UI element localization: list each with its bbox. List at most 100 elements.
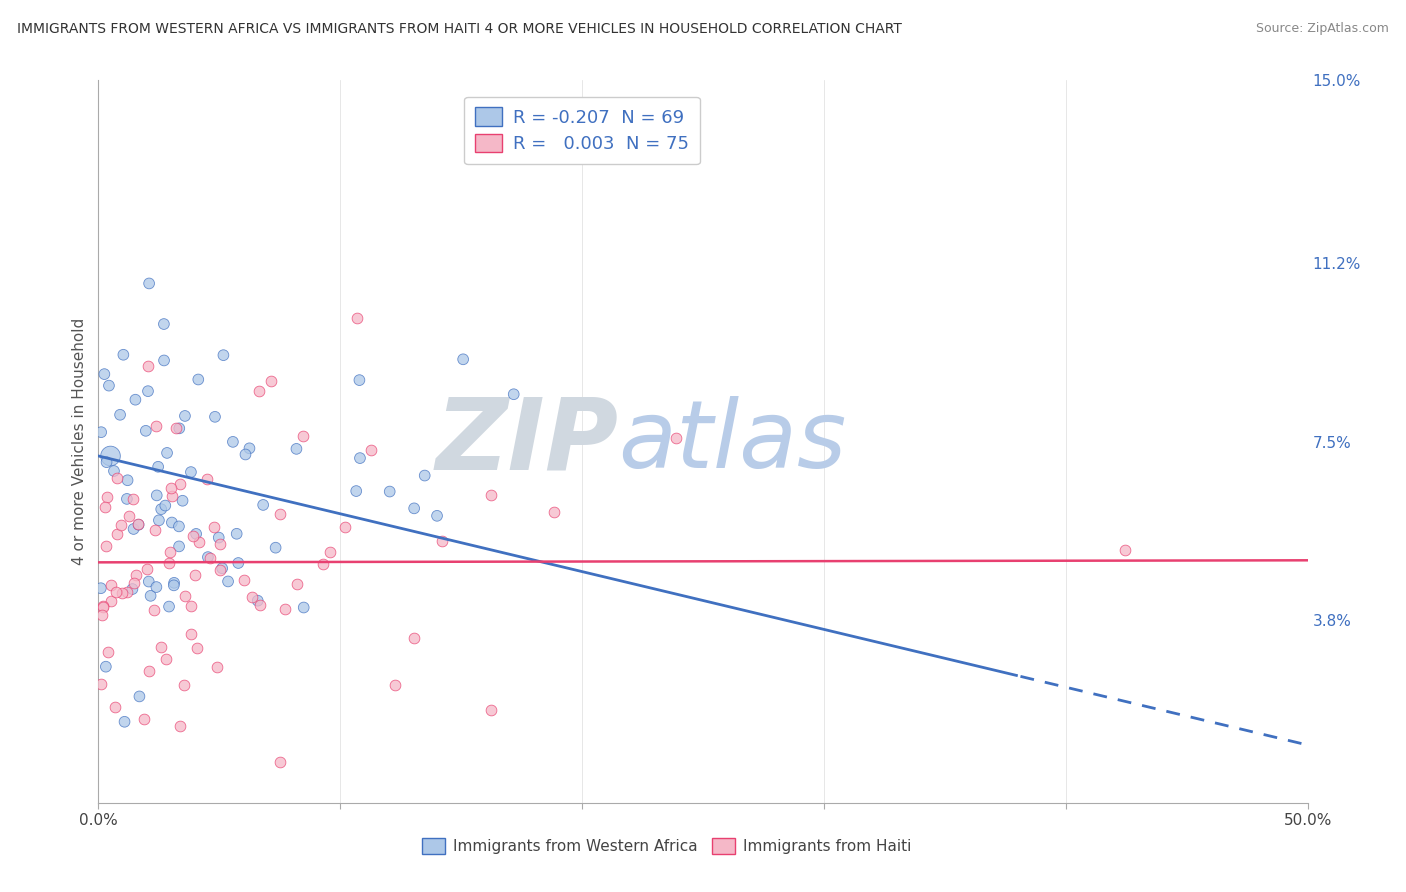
Point [138, 574, 160, 589]
Point [172, 493, 194, 508]
Point [91, 599, 114, 613]
Point [167, 519, 190, 533]
Point [226, 556, 249, 570]
Point [165, 421, 187, 435]
Point [132, 712, 155, 726]
Point [481, 703, 503, 717]
Point [217, 574, 239, 589]
Point [349, 451, 371, 466]
Point [479, 488, 502, 502]
Point [259, 374, 281, 388]
Point [238, 442, 260, 456]
Point [169, 477, 191, 491]
Point [105, 471, 128, 485]
Point [163, 578, 186, 592]
Point [160, 516, 183, 530]
Point [122, 576, 145, 591]
Point [100, 578, 122, 592]
Point [208, 563, 231, 577]
Legend: Immigrants from Western Africa, Immigrants from Haiti: Immigrants from Western Africa, Immigran… [416, 832, 918, 860]
Point [274, 602, 297, 616]
Point [180, 465, 202, 479]
Text: ZIP: ZIP [436, 393, 619, 490]
Point [269, 508, 291, 522]
Point [143, 603, 166, 617]
Point [665, 431, 688, 445]
Text: IMMIGRANTS FROM WESTERN AFRICA VS IMMIGRANTS FROM HAITI 4 OR MORE VEHICLES IN HO: IMMIGRANTS FROM WESTERN AFRICA VS IMMIGR… [17, 22, 901, 37]
Point [160, 481, 183, 495]
Point [138, 664, 160, 678]
Point [94, 659, 117, 673]
Point [135, 562, 157, 576]
Point [200, 551, 222, 566]
Point [202, 520, 225, 534]
Point [155, 499, 177, 513]
Point [128, 517, 150, 532]
Point [110, 517, 132, 532]
Point [97, 378, 120, 392]
Point [103, 699, 125, 714]
Point [145, 419, 167, 434]
Point [115, 585, 138, 599]
Point [174, 409, 197, 423]
Point [180, 626, 202, 640]
Point [1114, 542, 1136, 557]
Point [208, 531, 231, 545]
Point [90, 425, 112, 440]
Point [502, 387, 524, 401]
Point [169, 719, 191, 733]
Point [167, 540, 190, 554]
Point [93, 367, 115, 381]
Point [187, 372, 209, 386]
Point [222, 434, 245, 449]
Point [157, 556, 180, 570]
Point [169, 421, 191, 435]
Point [285, 577, 308, 591]
Point [349, 373, 371, 387]
Point [208, 537, 231, 551]
Point [114, 714, 136, 729]
Point [124, 392, 146, 407]
Point [96, 491, 118, 505]
Point [269, 755, 291, 769]
Point [150, 502, 173, 516]
Point [127, 517, 149, 532]
Point [153, 353, 176, 368]
Point [93, 500, 115, 514]
Point [100, 593, 122, 607]
Point [291, 429, 314, 443]
Point [148, 513, 170, 527]
Point [124, 568, 146, 582]
Point [378, 484, 401, 499]
Point [264, 541, 287, 555]
Point [94, 539, 117, 553]
Point [139, 589, 162, 603]
Point [240, 590, 263, 604]
Point [145, 524, 167, 538]
Point [138, 277, 160, 291]
Text: atlas: atlas [619, 396, 846, 487]
Point [103, 464, 125, 478]
Text: Source: ZipAtlas.com: Source: ZipAtlas.com [1256, 22, 1389, 36]
Point [115, 491, 138, 506]
Point [160, 489, 183, 503]
Point [157, 599, 180, 614]
Point [402, 632, 425, 646]
Point [90, 677, 112, 691]
Point [188, 535, 211, 549]
Point [333, 520, 356, 534]
Point [105, 585, 128, 599]
Point [197, 550, 219, 565]
Point [292, 600, 315, 615]
Point [344, 484, 367, 499]
Point [319, 545, 342, 559]
Point [145, 488, 167, 502]
Point [205, 660, 228, 674]
Point [543, 505, 565, 519]
Point [156, 446, 179, 460]
Point [195, 472, 218, 486]
Y-axis label: 4 or more Vehicles in Household: 4 or more Vehicles in Household [72, 318, 87, 566]
Point [136, 359, 159, 373]
Point [112, 348, 135, 362]
Point [186, 641, 208, 656]
